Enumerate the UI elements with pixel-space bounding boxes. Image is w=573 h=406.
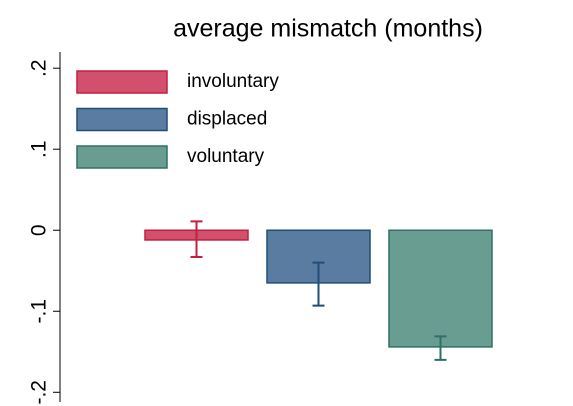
- y-tick-label: .2: [28, 59, 51, 77]
- legend-label: involuntary: [187, 71, 279, 92]
- y-tick-label: .1: [28, 140, 51, 158]
- legend-label: displaced: [187, 109, 267, 130]
- y-tick-label: -.1: [28, 299, 51, 324]
- legend-swatch: [76, 107, 168, 132]
- chart-title: average mismatch (months): [173, 15, 483, 43]
- error-bar: [312, 261, 325, 307]
- y-tick-label: -.2: [28, 380, 51, 405]
- error-bar: [434, 335, 447, 361]
- legend-swatch: [76, 70, 168, 94]
- legend-label: voluntary: [187, 146, 265, 167]
- error-bar: [190, 220, 203, 258]
- legend-swatch: [76, 145, 168, 169]
- y-tick-label: 0: [28, 224, 51, 236]
- bar: [388, 229, 493, 348]
